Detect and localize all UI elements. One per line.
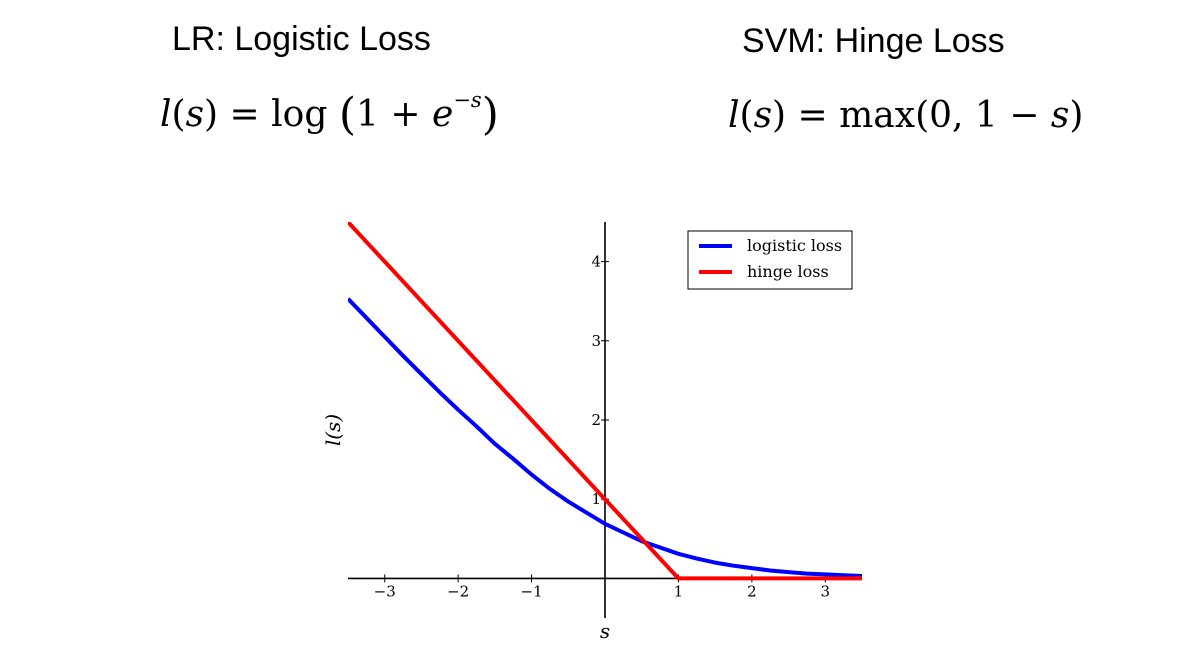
formula-max: max — [839, 95, 916, 136]
formula-base: e — [432, 94, 454, 135]
formula-exponent: −s — [453, 88, 482, 112]
x-tick-label: 1 — [674, 582, 684, 600]
y-tick-label: 2 — [591, 411, 601, 429]
x-tick-label: 2 — [747, 582, 757, 600]
formula-log: log — [271, 94, 328, 135]
formula-minus: − — [1009, 95, 1040, 136]
x-tick-label: −3 — [374, 582, 396, 600]
formula-one: 1 — [974, 95, 998, 136]
formula-plus: + — [390, 94, 421, 135]
logistic-loss-line — [348, 297, 862, 578]
right-title: SVM: Hinge Loss — [742, 22, 1005, 60]
hinge-loss-formula: l(s) = max(0, 1 − s) — [728, 95, 1084, 136]
x-axis-label: s — [600, 619, 610, 643]
hinge-loss-line — [348, 222, 862, 581]
formula-eq: = — [797, 95, 828, 136]
formula-fn: l — [160, 94, 172, 135]
left-title: LR: Logistic Loss — [172, 20, 431, 58]
legend-entry: logistic loss — [747, 236, 842, 255]
formula-s: s — [1050, 95, 1070, 136]
x-tick-label: −2 — [447, 582, 469, 600]
logistic-loss-formula: l(s) = log (1 + e−s) — [160, 88, 499, 140]
formula-zero: 0 — [929, 95, 953, 136]
formula-one: 1 — [356, 94, 379, 135]
formula-fn: l — [728, 95, 740, 136]
formula-eq: = — [229, 94, 260, 135]
y-axis-label: l(s) — [321, 414, 345, 446]
formula-arg: s — [185, 94, 205, 135]
y-tick-label: 3 — [591, 332, 601, 350]
y-tick-label: 1 — [591, 490, 601, 508]
formula-arg: s — [753, 95, 773, 136]
y-tick-label: 4 — [591, 253, 601, 271]
x-tick-label: 3 — [821, 582, 831, 600]
legend-entry: hinge loss — [747, 262, 829, 281]
legend-box — [687, 230, 853, 290]
x-tick-label: −1 — [521, 582, 543, 600]
